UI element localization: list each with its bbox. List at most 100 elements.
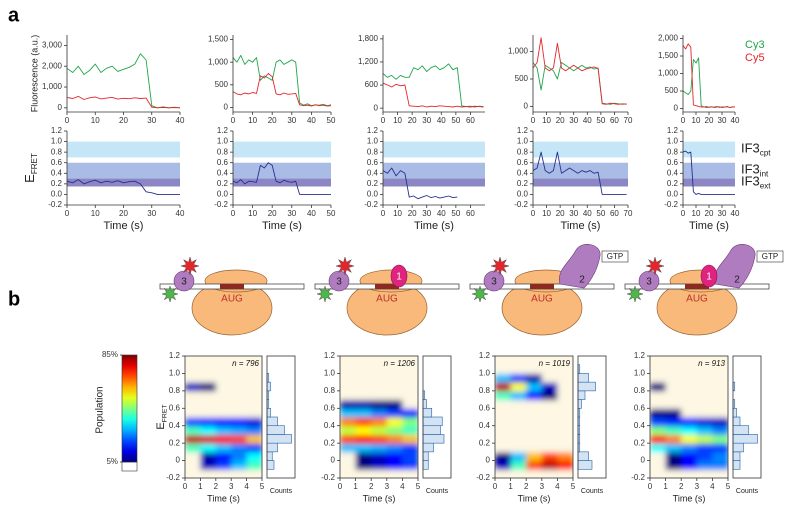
- density-cell: [510, 417, 527, 427]
- density-cell: [495, 425, 512, 436]
- x-axis-label: Time (s): [673, 493, 706, 503]
- density-cell: [231, 469, 248, 478]
- x-tick-label: 60: [466, 209, 475, 218]
- histogram-frame: [422, 355, 452, 479]
- density-cell: [681, 390, 698, 401]
- density-cell: [526, 373, 543, 383]
- y-tick-label: -0.2: [514, 200, 528, 209]
- x-tick-label: 0: [65, 116, 70, 125]
- histogram-frame: [577, 355, 607, 479]
- y-tick-label: 0: [176, 456, 181, 465]
- density-cell: [402, 460, 418, 470]
- density-cell: [231, 451, 248, 462]
- y-tick-label: 0.8: [517, 147, 529, 156]
- state-label: IF3ext: [741, 174, 771, 191]
- axis-line: [232, 35, 331, 113]
- density-cell: [200, 364, 217, 375]
- trace: [532, 62, 627, 105]
- density-cell: [557, 390, 573, 401]
- fluorophore: [335, 256, 355, 276]
- if2-label: 2: [579, 275, 585, 286]
- density-cell: [510, 399, 527, 409]
- density-cell: [510, 469, 527, 478]
- state-band: [383, 178, 485, 187]
- codon-label: AUG: [221, 294, 243, 305]
- density-cell: [215, 425, 232, 436]
- density-cell: [650, 460, 667, 470]
- density-cell: [215, 382, 232, 392]
- density-cell: [200, 451, 217, 462]
- density-cell: [386, 434, 403, 444]
- density-cell: [246, 364, 262, 375]
- heatmap: [340, 356, 418, 478]
- density-cell: [650, 364, 667, 375]
- density-cell: [402, 399, 418, 409]
- density-cell: [355, 373, 372, 383]
- y-axis-label: EFRET: [22, 153, 39, 183]
- density-cell: [371, 417, 388, 427]
- density-cell: [246, 469, 262, 478]
- density-cell: [650, 399, 667, 409]
- x-tick-label: 20: [556, 116, 565, 125]
- y-tick-label: 0.8: [634, 386, 646, 395]
- density-cell: [355, 469, 372, 478]
- y-axis-label-sub: FRET: [161, 404, 168, 422]
- density-cell: [557, 443, 573, 453]
- y-axis-label-main: E: [155, 422, 167, 429]
- heatmap-cells: [185, 356, 262, 478]
- y-tick-label: 1.2: [479, 351, 491, 360]
- density-cell: [696, 390, 713, 401]
- density-cell: [200, 408, 217, 418]
- density-cell: [681, 443, 698, 453]
- y-tick-label: 0.4: [324, 421, 336, 430]
- histogram-frame: [266, 355, 296, 479]
- density-cell: [185, 373, 201, 383]
- y-tick-label: 0.2: [324, 438, 336, 447]
- state-label: IF3int: [741, 162, 769, 179]
- fluorophore: [180, 256, 200, 276]
- x-tick-label: 10: [248, 116, 257, 125]
- y-tick-label: 1.0: [479, 369, 491, 378]
- histogram-label: Counts: [270, 488, 293, 495]
- x-axis-label: Time (s): [104, 220, 144, 232]
- plot-frame: [184, 355, 263, 479]
- y-tick-label: 0.6: [51, 158, 63, 167]
- gtp-label: GTP: [762, 252, 778, 261]
- x-axis-label: Time (s): [518, 493, 551, 503]
- x-axis-label: Time (s): [363, 493, 396, 503]
- density-cell: [386, 451, 403, 462]
- density-cell: [541, 443, 558, 453]
- density-cell: [526, 451, 543, 462]
- x-tick-label: 0: [381, 116, 386, 125]
- density-cell: [215, 356, 232, 366]
- density-cell: [185, 460, 201, 470]
- heatmap-cells: [340, 356, 418, 478]
- if3-label: 3: [336, 277, 342, 288]
- x-tick-label: 70: [624, 209, 633, 218]
- histogram-bar: [422, 416, 443, 427]
- density-cell: [510, 460, 527, 470]
- x-tick-label: 50: [451, 116, 460, 125]
- y-tick-label: 0.8: [51, 147, 63, 156]
- histogram-bar: [732, 460, 741, 470]
- density-cell: [402, 469, 418, 478]
- density-cell: [681, 408, 698, 418]
- density-cell: [526, 443, 543, 453]
- y-tick-label: 1,000: [508, 47, 529, 56]
- density-cell: [495, 417, 512, 427]
- colorbar-tick-label: 85%: [102, 350, 118, 359]
- x-axis-label: Time (s): [207, 493, 240, 503]
- density-cell: [215, 399, 232, 409]
- density-cell: [355, 382, 372, 392]
- start-codon: [685, 284, 709, 289]
- density-cell: [246, 356, 262, 366]
- state-label-sub: cpt: [760, 149, 771, 158]
- annotation: n = 1206: [384, 359, 416, 368]
- trace: [66, 95, 181, 109]
- density-cell: [402, 417, 418, 427]
- histogram-bar: [266, 416, 278, 427]
- density-cell: [215, 469, 232, 478]
- plot-frame: [494, 355, 574, 479]
- y-tick-label: 0: [524, 102, 529, 111]
- density-cell: [185, 356, 201, 366]
